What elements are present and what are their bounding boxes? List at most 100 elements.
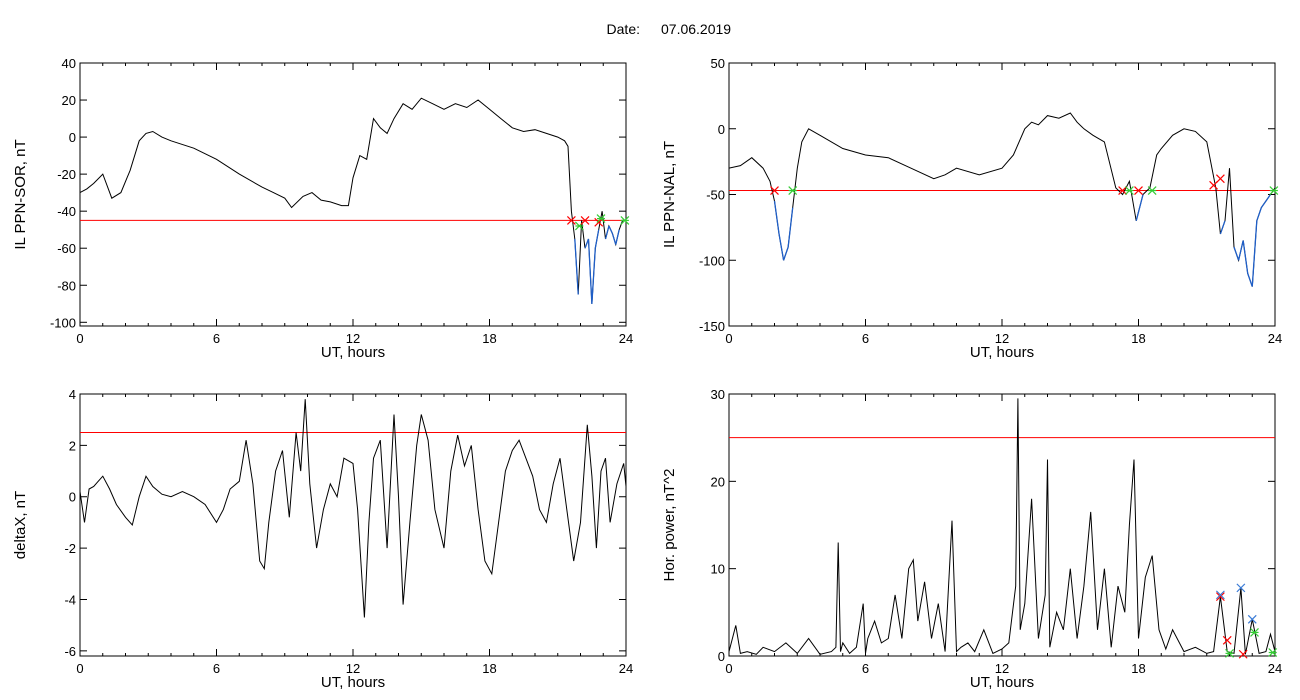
- y-axis-label: Hor. power, nT^2: [661, 469, 678, 582]
- y-tick-label: 10: [711, 562, 725, 577]
- event-marker-cross: [1238, 649, 1248, 659]
- below-threshold-segment: [1256, 207, 1262, 222]
- below-threshold-segment: [611, 233, 617, 245]
- y-axis-label: IL PPN-SOR, nT: [12, 139, 29, 249]
- event-marker-cross: [1222, 635, 1232, 645]
- marker-stroke: [580, 216, 590, 225]
- event-marker-cross: [580, 216, 590, 225]
- y-tick-label: -100: [50, 315, 76, 330]
- y-axis-label: IL PPN-NAL, nT: [661, 141, 678, 248]
- event-marker-cross: [1215, 592, 1225, 602]
- below-threshold-segment: [574, 238, 579, 295]
- y-tick-label: 0: [69, 130, 76, 145]
- below-threshold-segment: [615, 229, 620, 245]
- y-tick-label: -40: [57, 204, 76, 219]
- event-marker-exit: [788, 186, 798, 195]
- below-threshold-segment: [594, 229, 600, 249]
- event-marker-exit: [1269, 186, 1279, 195]
- y-tick-label: 40: [62, 56, 76, 71]
- marker-stroke: [566, 216, 576, 225]
- x-tick-label: 12: [346, 661, 360, 676]
- below-threshold-segment: [1242, 240, 1249, 274]
- data-series-line: [729, 398, 1275, 655]
- y-tick-label: -150: [699, 319, 725, 334]
- marker-stroke: [1215, 590, 1225, 600]
- x-tick-label: 6: [862, 331, 869, 346]
- x-axis-label: UT, hours: [970, 344, 1034, 361]
- x-axis-label: UT, hours: [970, 674, 1034, 691]
- below-threshold-segment: [1247, 273, 1253, 287]
- below-threshold-segment: [587, 238, 593, 304]
- x-tick-label: 0: [76, 331, 83, 346]
- marker-stroke: [770, 186, 779, 195]
- y-tick-label: 20: [62, 93, 76, 108]
- x-tick-label: 0: [76, 661, 83, 676]
- plot-area: [729, 112, 1275, 287]
- data-series-line: [729, 112, 1275, 287]
- below-threshold-segment: [782, 246, 789, 261]
- x-tick-label: 18: [1131, 661, 1145, 676]
- x-axis-label: UT, hours: [321, 344, 385, 361]
- event-marker-exit: [1124, 186, 1134, 195]
- event-marker-cross: [770, 186, 779, 195]
- date-label: Date:: [607, 21, 640, 37]
- below-threshold-segment: [1233, 246, 1240, 261]
- y-tick-label: -2: [64, 541, 76, 556]
- y-tick-label: -20: [57, 167, 76, 182]
- below-threshold-segment: [1135, 194, 1144, 221]
- event-marker-cross: [566, 216, 576, 225]
- y-tick-label: -100: [699, 253, 725, 268]
- event-marker-peak: [1247, 614, 1257, 624]
- y-tick-label: 0: [69, 490, 76, 505]
- x-axis-label: UT, hours: [321, 674, 385, 691]
- marker-stroke: [1118, 186, 1127, 195]
- x-tick-label: 0: [725, 661, 732, 676]
- x-tick-label: 18: [482, 661, 496, 676]
- below-threshold-segment: [1251, 220, 1258, 287]
- marker-stroke: [1215, 592, 1225, 602]
- below-threshold-segment: [1265, 194, 1271, 202]
- event-marker-cross: [1209, 180, 1218, 190]
- event-marker-cross: [1134, 186, 1143, 195]
- marker-stroke: [1222, 635, 1232, 645]
- y-tick-label: 30: [711, 387, 725, 402]
- marker-stroke: [1247, 614, 1257, 624]
- x-tick-label: 18: [1131, 331, 1145, 346]
- below-threshold-segment: [604, 225, 610, 240]
- marker-stroke: [1209, 180, 1218, 190]
- x-tick-label: 6: [862, 661, 869, 676]
- chart-panel-4: 0 6 12 18 24 0 10 20 30 UT, hours Hor. power, nT^2: [661, 387, 1282, 691]
- event-marker-peak: [1236, 583, 1246, 593]
- x-tick-label: 24: [619, 331, 633, 346]
- event-marker-exit: [620, 216, 630, 225]
- below-threshold-segment: [773, 200, 780, 235]
- x-tick-label: 18: [482, 331, 496, 346]
- chart-panel-2: 0 6 12 18 24 -150 -100 -50 0 50 UT, hours IL PPN-NA…: [661, 56, 1282, 361]
- y-tick-label: -80: [57, 278, 76, 293]
- below-threshold-segment: [1237, 240, 1244, 261]
- chart-panel-1: 0 6 12 18 24 -100 -80 -60 -40 -20 0 20 40 UT, hours IL…: [12, 56, 633, 361]
- event-marker-exit: [1268, 648, 1278, 657]
- event-marker-exit: [1225, 648, 1234, 658]
- marker-stroke: [1215, 174, 1225, 184]
- below-threshold-segment: [591, 248, 596, 304]
- x-tick-label: 6: [213, 331, 220, 346]
- y-tick-label: 2: [69, 438, 76, 453]
- y-tick-label: 0: [718, 122, 725, 137]
- event-marker-cross: [1118, 186, 1127, 195]
- x-tick-label: 12: [995, 661, 1009, 676]
- x-tick-label: 6: [213, 661, 220, 676]
- event-marker-peak: [1215, 590, 1225, 600]
- x-tick-label: 12: [346, 331, 360, 346]
- below-threshold-segment: [1219, 220, 1226, 235]
- x-tick-label: 24: [1268, 661, 1282, 676]
- below-threshold-segment: [778, 233, 785, 261]
- data-series-line: [80, 399, 626, 618]
- x-tick-label: 0: [725, 331, 732, 346]
- event-marker-exit: [1147, 186, 1157, 195]
- marker-stroke: [1134, 186, 1143, 195]
